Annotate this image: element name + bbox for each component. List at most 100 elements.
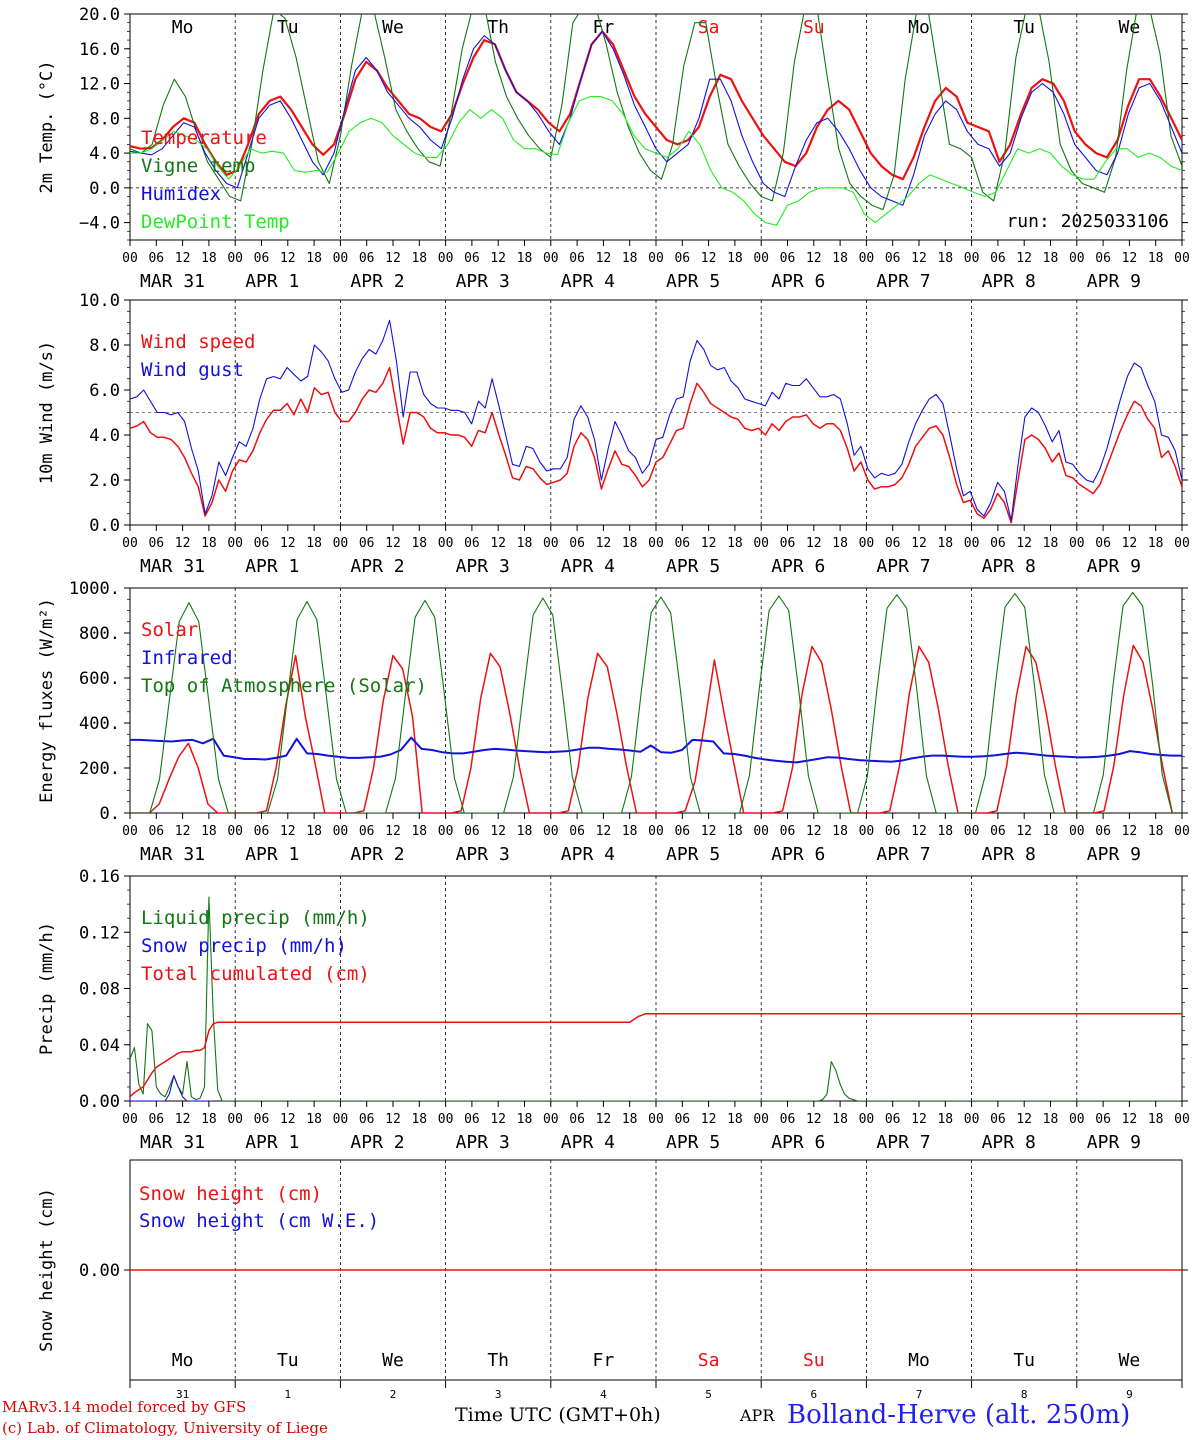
weekday-label: Tu (277, 1350, 299, 1371)
x-hour-label: 18 (1043, 1112, 1059, 1127)
x-hour-label: 00 (438, 824, 454, 839)
panel-5: 0.00 Snow height (cm) Mo Tu We Th Fr Sa Su Mo Tu We… (37, 1159, 1188, 1401)
x-hour-label: 00 (227, 536, 243, 551)
x-hour-label: 06 (254, 1112, 270, 1127)
x-hour-label: 18 (622, 251, 638, 266)
y-tick-label: 800. (79, 624, 120, 644)
weekday-label: Th (487, 17, 509, 38)
y-tick-label: 4.0 (89, 426, 120, 446)
legend-entry: Vigne temp (141, 155, 255, 177)
x-hour-label: 06 (1095, 824, 1111, 839)
y-tick-label: 2.0 (89, 471, 120, 491)
x-hour-label: 12 (806, 536, 822, 551)
x-hour-label: 18 (201, 1112, 217, 1127)
x-hour-label: 00 (648, 251, 664, 266)
x-hour-label: 06 (990, 251, 1006, 266)
x-date-label: APR 9 (1087, 844, 1141, 865)
y-tick-label: 6.0 (89, 381, 120, 401)
x-hour-label: 00 (859, 824, 875, 839)
weekday-label: We (1119, 17, 1141, 38)
x-hour-label: 00 (648, 536, 664, 551)
x-hour-label: 06 (885, 251, 901, 266)
x-hour-label: 12 (596, 1112, 612, 1127)
x-hour-label: 12 (175, 536, 191, 551)
y-tick-label: 0.16 (79, 867, 120, 887)
x-hour-label: 18 (306, 536, 322, 551)
x-date-label: APR 4 (561, 844, 615, 865)
y-tick-label: 1000. (69, 579, 120, 599)
x-day-number: 9 (1126, 1388, 1133, 1401)
x-date-label: APR 5 (666, 1132, 720, 1153)
x-hour-label: 12 (1122, 1112, 1138, 1127)
y-axis-label: Energy fluxes (W/m²) (37, 598, 57, 803)
x-hour-label: 00 (333, 1112, 349, 1127)
y-tick-label: 200. (79, 759, 120, 779)
x-hour-label: 12 (806, 1112, 822, 1127)
x-hour-label: 18 (517, 251, 533, 266)
series-line (130, 96, 1182, 226)
x-hour-label: 12 (1016, 1112, 1032, 1127)
x-hour-label: 18 (937, 1112, 953, 1127)
x-date-label: MAR 31 (140, 556, 205, 577)
x-hour-label: 12 (1122, 536, 1138, 551)
x-hour-label: 00 (1069, 536, 1085, 551)
legend-entry: Snow height (cm W.E.) (139, 1210, 379, 1232)
x-hour-label: 00 (1174, 824, 1190, 839)
x-date-label: APR 7 (876, 271, 930, 292)
x-date-label: MAR 31 (140, 271, 205, 292)
weekday-label: Sa (698, 1350, 720, 1371)
x-hour-label: 00 (964, 1112, 980, 1127)
x-date-label: APR 1 (245, 556, 299, 577)
legend-entry: DewPoint Temp (141, 211, 290, 233)
x-date-label: APR 6 (771, 556, 825, 577)
x-date-label: APR 6 (771, 1132, 825, 1153)
x-hour-label: 00 (1174, 1112, 1190, 1127)
x-hour-label: 00 (964, 536, 980, 551)
legend-entry: Wind speed (141, 331, 255, 353)
x-hour-label: 06 (674, 1112, 690, 1127)
weekday-label: We (382, 1350, 404, 1371)
x-hour-label: 00 (122, 251, 138, 266)
weekday-label: Mo (172, 1350, 194, 1371)
x-hour-label: 18 (306, 1112, 322, 1127)
x-hour-label: 12 (490, 251, 506, 266)
y-tick-label: 0.12 (79, 923, 120, 943)
x-hour-label: 12 (806, 824, 822, 839)
run-annotation: run: 2025033106 (1006, 211, 1169, 232)
x-hour-label: 06 (674, 251, 690, 266)
x-hour-label: 00 (543, 536, 559, 551)
weekday-label: Mo (908, 1350, 930, 1371)
x-hour-label: 06 (990, 1112, 1006, 1127)
x-hour-label: 06 (254, 536, 270, 551)
x-hour-label: 18 (306, 824, 322, 839)
x-hour-label: 06 (674, 824, 690, 839)
x-hour-label: 06 (254, 824, 270, 839)
x-hour-label: 06 (1095, 536, 1111, 551)
panel-2: 10.0 8.0 6.0 4.0 2.0 0.0 10m Wind (m/s) 00 06 12 1… (37, 291, 1190, 577)
series-line (130, 644, 1182, 813)
x-hour-label: 06 (885, 824, 901, 839)
x-date-label: MAR 31 (140, 1132, 205, 1153)
x-hour-label: 18 (1148, 824, 1164, 839)
x-date-label: APR 5 (666, 271, 720, 292)
x-hour-label: 00 (333, 536, 349, 551)
x-hour-label: 12 (385, 251, 401, 266)
x-hour-label: 00 (964, 824, 980, 839)
x-day-number: 3 (495, 1388, 502, 1401)
x-hour-label: 00 (1174, 536, 1190, 551)
x-hour-label: 06 (885, 1112, 901, 1127)
x-hour-label: 06 (780, 1112, 796, 1127)
model-credit-line2: (c) Lab. of Climatology, University of L… (2, 1419, 328, 1437)
x-hour-label: 00 (1069, 1112, 1085, 1127)
x-date-label: APR 5 (666, 844, 720, 865)
x-date-label: MAR 31 (140, 844, 205, 865)
x-date-label: APR 3 (456, 271, 510, 292)
x-hour-label: 06 (148, 1112, 164, 1127)
x-hour-label: 12 (1016, 824, 1032, 839)
x-hour-label: 12 (596, 824, 612, 839)
x-day-number: 31 (176, 1388, 189, 1401)
x-hour-label: 18 (517, 1112, 533, 1127)
x-hour-label: 00 (859, 536, 875, 551)
x-hour-label: 06 (1095, 251, 1111, 266)
month-label: APR (740, 1406, 775, 1425)
